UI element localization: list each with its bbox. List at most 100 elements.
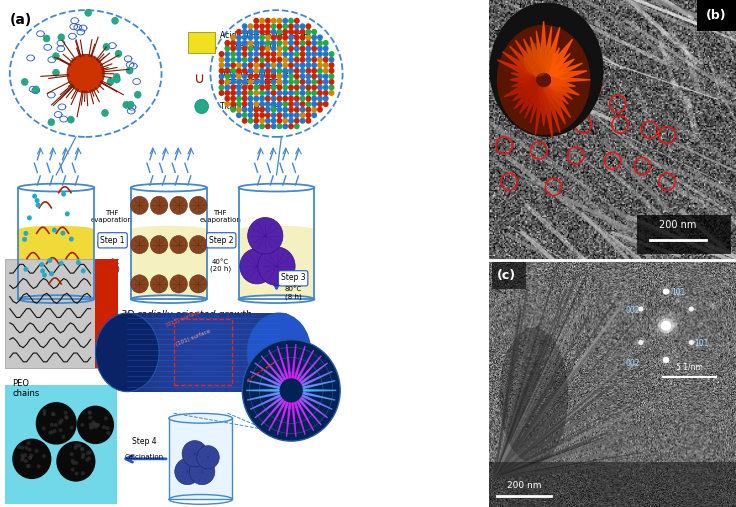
Circle shape xyxy=(300,29,305,35)
Polygon shape xyxy=(297,350,314,380)
Circle shape xyxy=(311,51,317,57)
Circle shape xyxy=(52,228,57,233)
Circle shape xyxy=(253,62,259,68)
Circle shape xyxy=(219,79,224,85)
Circle shape xyxy=(271,112,277,118)
Circle shape xyxy=(96,423,99,427)
Circle shape xyxy=(305,106,311,113)
Circle shape xyxy=(300,95,305,101)
Bar xyxy=(263,313,271,391)
Circle shape xyxy=(271,57,277,63)
Polygon shape xyxy=(510,75,535,85)
Circle shape xyxy=(241,79,247,85)
Circle shape xyxy=(489,3,604,137)
Circle shape xyxy=(674,353,680,358)
Circle shape xyxy=(26,464,31,468)
Circle shape xyxy=(32,194,37,199)
Circle shape xyxy=(317,46,323,52)
Circle shape xyxy=(311,40,317,46)
Text: Calcination: Calcination xyxy=(125,454,164,460)
Circle shape xyxy=(70,452,74,456)
Circle shape xyxy=(635,337,647,348)
Circle shape xyxy=(113,74,120,81)
Circle shape xyxy=(219,73,224,79)
Circle shape xyxy=(674,274,679,279)
Circle shape xyxy=(271,68,277,74)
Circle shape xyxy=(58,34,65,41)
Circle shape xyxy=(277,18,283,24)
Circle shape xyxy=(300,79,305,85)
Circle shape xyxy=(37,464,40,468)
Circle shape xyxy=(182,441,208,467)
Circle shape xyxy=(277,34,283,41)
Circle shape xyxy=(86,451,90,455)
Circle shape xyxy=(224,51,230,57)
Circle shape xyxy=(61,192,66,197)
Bar xyxy=(215,313,223,391)
Circle shape xyxy=(629,329,634,334)
Circle shape xyxy=(283,68,289,74)
Circle shape xyxy=(323,68,329,74)
Bar xyxy=(255,313,263,391)
Circle shape xyxy=(64,415,68,419)
Circle shape xyxy=(277,57,283,63)
Circle shape xyxy=(28,448,32,452)
Circle shape xyxy=(236,29,242,35)
Circle shape xyxy=(241,106,247,113)
Circle shape xyxy=(253,73,259,79)
Circle shape xyxy=(150,235,168,254)
Circle shape xyxy=(265,106,271,113)
Circle shape xyxy=(523,43,552,77)
Bar xyxy=(223,313,230,391)
Circle shape xyxy=(277,73,283,79)
Polygon shape xyxy=(548,53,570,77)
Circle shape xyxy=(241,57,247,63)
Circle shape xyxy=(300,112,305,118)
Circle shape xyxy=(80,423,85,427)
Circle shape xyxy=(24,446,28,450)
Circle shape xyxy=(311,34,317,41)
Circle shape xyxy=(241,118,247,124)
Circle shape xyxy=(305,34,311,41)
Circle shape xyxy=(288,29,294,35)
Polygon shape xyxy=(261,400,283,425)
Circle shape xyxy=(311,95,317,101)
Circle shape xyxy=(288,101,294,107)
Text: 002: 002 xyxy=(625,358,640,368)
Polygon shape xyxy=(294,346,305,379)
Circle shape xyxy=(300,101,305,107)
Circle shape xyxy=(294,57,300,63)
Circle shape xyxy=(294,62,300,68)
Circle shape xyxy=(259,68,265,74)
Circle shape xyxy=(689,333,690,335)
Circle shape xyxy=(271,51,277,57)
Circle shape xyxy=(253,46,259,52)
Circle shape xyxy=(259,29,265,35)
Circle shape xyxy=(247,101,253,107)
Circle shape xyxy=(236,51,242,57)
Circle shape xyxy=(277,40,283,46)
Text: 101: 101 xyxy=(670,288,685,297)
Bar xyxy=(151,313,159,391)
Circle shape xyxy=(74,461,78,465)
Circle shape xyxy=(294,46,300,52)
Circle shape xyxy=(258,247,295,285)
Circle shape xyxy=(713,358,716,361)
Polygon shape xyxy=(299,356,322,381)
Polygon shape xyxy=(247,381,280,388)
Bar xyxy=(127,313,135,391)
Circle shape xyxy=(277,123,283,129)
Circle shape xyxy=(104,416,108,420)
Polygon shape xyxy=(255,363,282,384)
Circle shape xyxy=(317,90,323,96)
Circle shape xyxy=(93,423,97,427)
Circle shape xyxy=(283,79,289,85)
Circle shape xyxy=(277,29,283,35)
Circle shape xyxy=(253,79,259,85)
Circle shape xyxy=(283,118,289,124)
Circle shape xyxy=(247,62,253,68)
FancyBboxPatch shape xyxy=(207,233,236,248)
Ellipse shape xyxy=(499,328,568,464)
Circle shape xyxy=(265,123,271,129)
Circle shape xyxy=(323,40,329,46)
